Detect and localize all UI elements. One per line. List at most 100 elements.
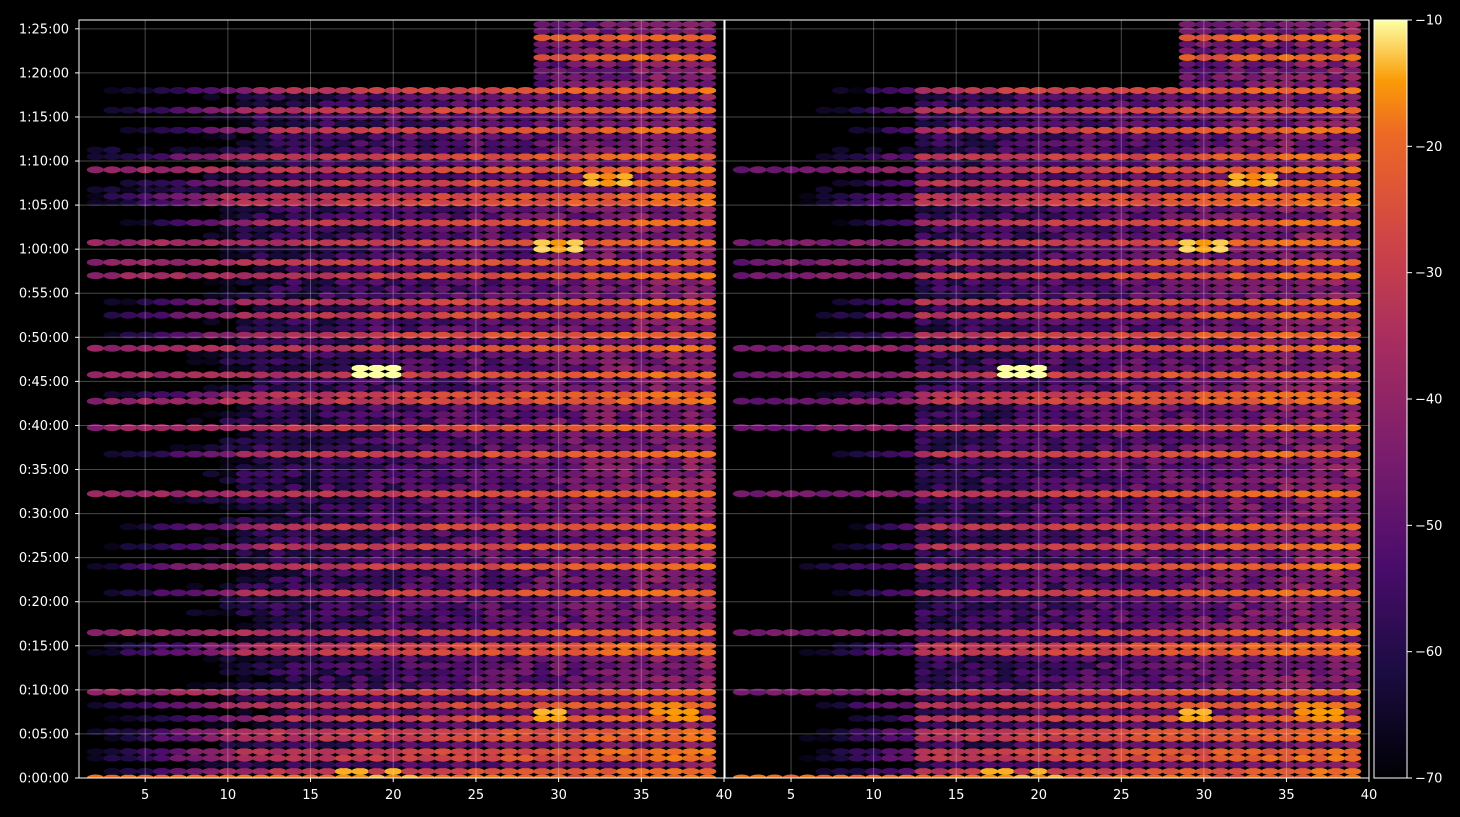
heatmap-cell <box>318 715 336 722</box>
heatmap-cell <box>1294 767 1312 775</box>
heatmap-cell <box>583 563 601 570</box>
heatmap-cell <box>401 219 419 227</box>
heatmap-cell <box>467 225 485 233</box>
heatmap-cell <box>301 225 320 233</box>
heatmap-cell <box>698 556 717 564</box>
heatmap-cell <box>268 424 287 432</box>
heatmap-cell <box>649 331 667 339</box>
heatmap-cell <box>318 258 336 266</box>
heatmap-cell <box>202 648 220 656</box>
heatmap-cell <box>1162 715 1180 722</box>
heatmap-cell <box>616 615 634 623</box>
heatmap-cell <box>549 40 568 48</box>
heatmap-cell <box>649 688 667 696</box>
heatmap-cell <box>599 668 617 676</box>
heatmap-cell <box>815 648 833 656</box>
heatmap-cell <box>1294 688 1312 696</box>
heatmap-cell <box>831 728 850 736</box>
heatmap-cell <box>351 662 369 670</box>
heatmap-cell <box>450 384 469 392</box>
heatmap-cell <box>599 523 617 531</box>
heatmap-cell <box>351 510 369 518</box>
heatmap-cell <box>1112 622 1131 630</box>
heatmap-cell <box>1096 529 1114 537</box>
heatmap-cell <box>417 358 435 365</box>
heatmap-cell <box>583 477 601 484</box>
heatmap-cell <box>301 272 320 280</box>
heatmap-cell <box>252 305 270 313</box>
heatmap-cell <box>632 536 650 544</box>
heatmap-cell <box>698 695 717 703</box>
heatmap-cell <box>1096 490 1114 498</box>
heatmap-cell <box>285 576 303 584</box>
heatmap-cell <box>450 305 469 313</box>
heatmap-cell <box>384 278 402 286</box>
heatmap-cell <box>483 325 502 332</box>
heatmap-cell <box>268 701 287 709</box>
heatmap-cell <box>698 543 717 551</box>
heatmap-cell <box>186 682 204 689</box>
heatmap-cell <box>549 549 568 557</box>
heatmap-cell <box>616 444 634 451</box>
heatmap-cell <box>483 278 502 286</box>
heatmap-cell <box>599 120 617 128</box>
heatmap-cell <box>1063 629 1081 637</box>
heatmap-cell <box>533 417 551 425</box>
heatmap-cell <box>682 245 700 253</box>
heatmap-cell <box>649 80 667 88</box>
heatmap-cell <box>401 206 419 213</box>
heatmap-cell <box>318 629 336 637</box>
heatmap-cell <box>450 748 469 756</box>
heatmap-cell <box>434 153 452 161</box>
heatmap-cell <box>566 20 584 28</box>
heatmap-cell <box>1294 655 1312 663</box>
heatmap-cell <box>649 741 667 749</box>
heatmap-cell <box>964 728 982 736</box>
heatmap-cell <box>169 450 187 458</box>
heatmap-cell <box>268 93 287 101</box>
heatmap-cell <box>500 358 518 365</box>
heatmap-cell <box>1195 529 1213 537</box>
heatmap-cell <box>268 139 287 147</box>
heatmap-cell <box>434 133 452 141</box>
heatmap-cell <box>434 444 452 451</box>
heatmap-cell <box>599 417 617 425</box>
heatmap-cell <box>368 206 386 213</box>
heatmap-cell <box>632 741 650 749</box>
heatmap-cell <box>566 34 584 42</box>
heatmap-cell <box>368 576 386 584</box>
heatmap-cell <box>682 668 700 676</box>
heatmap-cell <box>384 206 402 213</box>
heatmap-cell <box>119 648 138 656</box>
heatmap-cell <box>632 695 650 703</box>
heatmap-cell <box>401 311 419 319</box>
heatmap-cell <box>1211 754 1230 762</box>
heatmap-cell <box>500 318 518 326</box>
heatmap-cell <box>665 516 684 524</box>
heatmap-cell <box>1228 682 1246 689</box>
heatmap-cell <box>368 87 386 94</box>
heatmap-cell <box>351 358 369 365</box>
heatmap-cell <box>1211 741 1230 749</box>
heatmap-cell <box>516 384 535 392</box>
heatmap-cell <box>1228 622 1246 630</box>
heatmap-cell <box>318 728 336 736</box>
heatmap-cell <box>649 172 667 180</box>
heatmap-cell <box>947 622 965 630</box>
heatmap-cell <box>417 272 435 280</box>
heatmap-cell <box>351 272 369 280</box>
heatmap-cell <box>599 662 617 670</box>
heatmap-cell <box>1277 767 1296 775</box>
heatmap-cell <box>997 701 1015 709</box>
heatmap-cell <box>997 668 1015 676</box>
heatmap-cell <box>682 622 700 630</box>
heatmap-cell <box>516 576 535 584</box>
heatmap-cell <box>1096 675 1114 683</box>
heatmap-cell <box>1327 648 1345 656</box>
heatmap-cell <box>533 338 551 346</box>
heatmap-cell <box>384 358 402 365</box>
heatmap-cell <box>632 47 650 55</box>
heatmap-cell <box>301 602 320 610</box>
heatmap-cell <box>997 655 1015 663</box>
heatmap-cell <box>1129 470 1147 478</box>
